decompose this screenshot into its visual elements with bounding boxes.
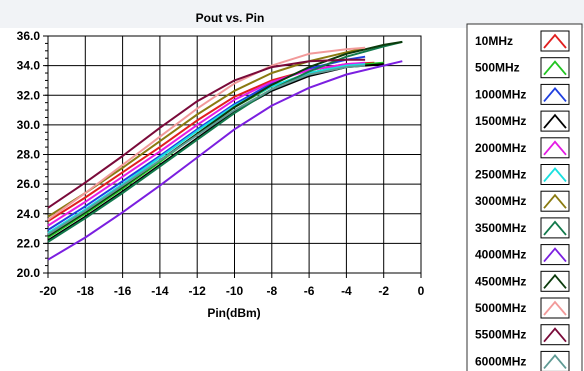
legend-swatch-icon xyxy=(543,140,567,156)
x-tick-label: -8 xyxy=(266,284,277,298)
toolbar-strip xyxy=(0,0,584,28)
legend-label: 2500MHz xyxy=(475,168,526,182)
series-lines xyxy=(47,40,403,261)
x-tick-label: -16 xyxy=(114,284,132,298)
y-tick-label: 32.0 xyxy=(17,88,41,102)
legend-swatch xyxy=(540,83,570,105)
legend-label: 1000MHz xyxy=(475,87,526,101)
legend-swatch xyxy=(540,297,570,319)
series-line-3000mhz xyxy=(47,46,366,218)
y-tick-label: 20.0 xyxy=(17,266,41,280)
legend-swatch-icon xyxy=(543,87,567,102)
x-tick-label: -18 xyxy=(77,284,95,298)
legend-swatch-icon xyxy=(543,327,567,343)
x-axis-label: Pin(dBm) xyxy=(207,306,260,320)
legend-swatch xyxy=(540,110,570,132)
legend-label: 3500MHz xyxy=(475,221,526,235)
legend-label: 6000MHz xyxy=(475,354,526,368)
legend-swatch xyxy=(540,350,570,371)
x-tick-label: -2 xyxy=(378,284,389,298)
legend-swatch-icon xyxy=(543,354,567,369)
x-tick-label: -6 xyxy=(304,284,315,298)
x-tick-label: -4 xyxy=(341,284,352,298)
x-tick-label: -12 xyxy=(189,284,207,298)
legend-entries: 10MHz 500MHz 1000MHz 1500MHz 2000MHz 2500MHz 3… xyxy=(475,30,570,371)
legend-label: 1500MHz xyxy=(475,114,526,128)
y-tick-label: 22.0 xyxy=(17,236,41,250)
legend-label: 500MHz xyxy=(475,61,520,75)
y-tick-label: 30.0 xyxy=(17,118,41,132)
y-tick-label: 24.0 xyxy=(17,207,41,221)
legend-swatch xyxy=(540,324,570,346)
series-line-2500mhz xyxy=(47,63,366,234)
x-tick-label: -20 xyxy=(39,284,57,298)
legend-swatch-icon xyxy=(543,273,567,289)
y-tick-label: 26.0 xyxy=(17,177,41,191)
legend-label: 4500MHz xyxy=(475,274,526,288)
legend-swatch xyxy=(540,217,570,239)
legend-swatch-icon xyxy=(543,33,567,49)
legend-swatch xyxy=(540,190,570,212)
legend-swatch-icon xyxy=(543,247,567,263)
legend-swatch-icon xyxy=(543,60,567,76)
series-line-5500mhz xyxy=(47,58,366,209)
legend-swatch-icon xyxy=(543,300,567,316)
legend-label: 10MHz xyxy=(475,34,513,48)
legend-label: 4000MHz xyxy=(475,248,526,262)
series-line-4000mhz xyxy=(47,60,403,261)
legend-swatch xyxy=(540,30,570,52)
legend-swatch-icon xyxy=(543,220,567,236)
x-tick-label: -14 xyxy=(151,284,169,298)
series-line-3500mhz xyxy=(47,40,403,243)
legend-swatch xyxy=(540,57,570,79)
y-tick-label: 36.0 xyxy=(17,29,41,43)
legend-swatch xyxy=(540,244,570,266)
legend-swatch xyxy=(540,164,570,185)
legend-swatch-icon xyxy=(543,167,567,183)
legend-swatch xyxy=(540,137,570,159)
legend-label: 3000MHz xyxy=(475,194,526,208)
legend-swatch-icon xyxy=(543,193,567,209)
y-tick-label: 28.0 xyxy=(17,148,41,162)
x-tick-label: -10 xyxy=(226,284,244,298)
legend-label: 5500MHz xyxy=(475,328,526,342)
axes: -20 -18 -16 -14 -12 -10 -8 -6 -4 -2 020.022.024.02… xyxy=(17,29,425,298)
x-tick-label: 0 xyxy=(418,284,425,298)
legend-swatch xyxy=(540,270,570,292)
series-line-5000mhz xyxy=(47,46,366,221)
y-tick-label: 34.0 xyxy=(17,59,41,73)
legend-label: 5000MHz xyxy=(475,301,526,315)
chart-title: Pout vs. Pin xyxy=(196,11,265,25)
series-line-2000mhz xyxy=(47,61,366,227)
series-line-6000mhz xyxy=(47,64,366,236)
series-line-4500mhz xyxy=(47,40,403,237)
legend-swatch-icon xyxy=(543,113,567,129)
legend-label: 2000MHz xyxy=(475,141,526,155)
